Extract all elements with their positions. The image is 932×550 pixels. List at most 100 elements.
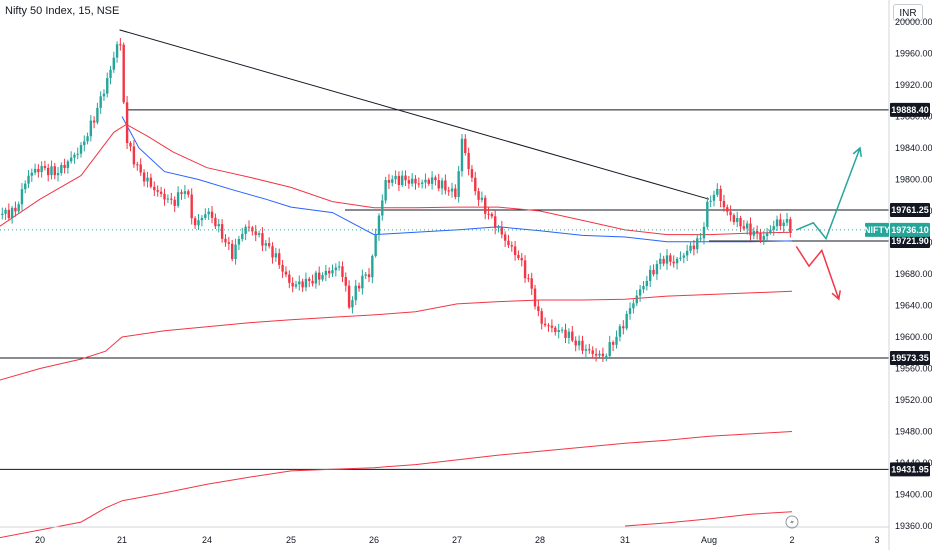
candle-body — [632, 303, 635, 309]
candle-body — [543, 323, 547, 326]
current-price-tag — [890, 222, 930, 237]
candle-body — [598, 353, 601, 356]
candle-body — [125, 102, 129, 144]
time-axis[interactable]: 20 21 24 25 26 27 28 31 Aug 2 3 — [35, 535, 880, 545]
candle-body — [311, 280, 314, 284]
candle-body — [689, 245, 692, 251]
candle-body — [584, 349, 588, 351]
lightning-icon[interactable] — [785, 515, 799, 529]
y-tick-label: 19640.00 — [895, 301, 932, 311]
candle-body — [92, 120, 96, 123]
projection-arrow[interactable] — [795, 245, 840, 300]
y-tick-label: 19520.00 — [895, 395, 932, 405]
level-tag — [890, 234, 930, 249]
candle-body — [739, 218, 742, 227]
candle-body — [434, 177, 437, 181]
candle-body — [231, 243, 234, 260]
candle-body — [696, 238, 699, 250]
candle-body — [742, 226, 746, 229]
symbol-tag-label: NIFTY — [864, 225, 890, 235]
candle-body — [112, 57, 115, 70]
candle-body — [149, 177, 153, 187]
candle-body — [709, 200, 712, 202]
candle-body — [156, 190, 159, 192]
candle-body — [261, 233, 264, 246]
candle-body — [187, 191, 190, 195]
candle-body — [284, 271, 288, 275]
candle-body — [318, 272, 321, 280]
candle-body — [440, 180, 444, 189]
candle-body — [692, 245, 696, 250]
moving-average-line — [624, 511, 793, 527]
candle-body — [139, 164, 142, 173]
candle-body — [146, 177, 149, 182]
candle-body — [99, 96, 102, 108]
candle-body — [304, 278, 308, 288]
candle-body — [73, 154, 76, 158]
candle-body — [159, 191, 163, 194]
candle-body — [493, 216, 497, 229]
candle-body — [533, 288, 537, 307]
candle-body — [86, 136, 89, 142]
candle-body — [397, 175, 401, 185]
projection-arrow[interactable] — [796, 147, 861, 241]
candle-body — [14, 207, 17, 212]
candle-body — [24, 183, 27, 190]
candle-body — [193, 218, 197, 226]
candle-body — [765, 232, 769, 237]
candle-body — [581, 340, 584, 351]
candle-body — [540, 311, 543, 324]
candle-body — [679, 257, 682, 259]
x-tick-label: 25 — [286, 535, 296, 545]
candle-body — [40, 166, 43, 173]
candle-body — [60, 164, 63, 174]
candle-body — [217, 224, 220, 227]
candle-body — [487, 213, 490, 215]
candle-body — [267, 243, 271, 247]
candle-body — [719, 188, 722, 201]
candle-body — [530, 278, 533, 289]
candle-body — [414, 178, 417, 184]
candle-body — [464, 138, 467, 154]
candle-body — [675, 258, 679, 264]
candle-body — [197, 220, 200, 226]
candle-body — [484, 197, 487, 214]
candle-body — [401, 175, 404, 185]
level-tag — [890, 350, 930, 365]
trendline[interactable] — [119, 29, 710, 200]
candle-body — [374, 234, 377, 256]
candle-body — [605, 355, 608, 357]
candle-body — [745, 223, 749, 229]
candle-body — [119, 44, 122, 46]
candle-body — [200, 217, 204, 221]
candle-body — [391, 179, 394, 183]
candle-body — [66, 161, 70, 169]
candle-body — [96, 107, 99, 123]
candle-body — [214, 217, 217, 227]
candle-body — [264, 243, 267, 246]
candle-body — [190, 194, 193, 219]
candle-body — [567, 331, 571, 338]
candle-body — [76, 153, 79, 155]
candle-body — [655, 264, 659, 275]
candle-body — [331, 270, 334, 274]
candle-body — [298, 281, 301, 285]
price-axis[interactable]: 20000.0019960.0019920.0019880.0019840.00… — [895, 17, 932, 531]
moving-average-line — [0, 431, 793, 539]
x-tick-label: 31 — [620, 535, 630, 545]
candle-body — [404, 175, 407, 181]
y-tick-label: 19400.00 — [895, 490, 932, 500]
candle-body — [220, 224, 224, 239]
candle-body — [56, 173, 60, 176]
y-tick-label: 19600.00 — [895, 332, 932, 342]
candle-body — [367, 274, 371, 278]
candle-body — [254, 231, 257, 235]
x-tick-label: 27 — [452, 535, 462, 545]
candle-body — [785, 219, 789, 223]
candle-body — [775, 219, 779, 227]
currency-button[interactable]: INR — [893, 4, 923, 21]
candle-body — [635, 295, 638, 304]
candle-body — [716, 188, 719, 195]
candle-body — [500, 227, 504, 235]
